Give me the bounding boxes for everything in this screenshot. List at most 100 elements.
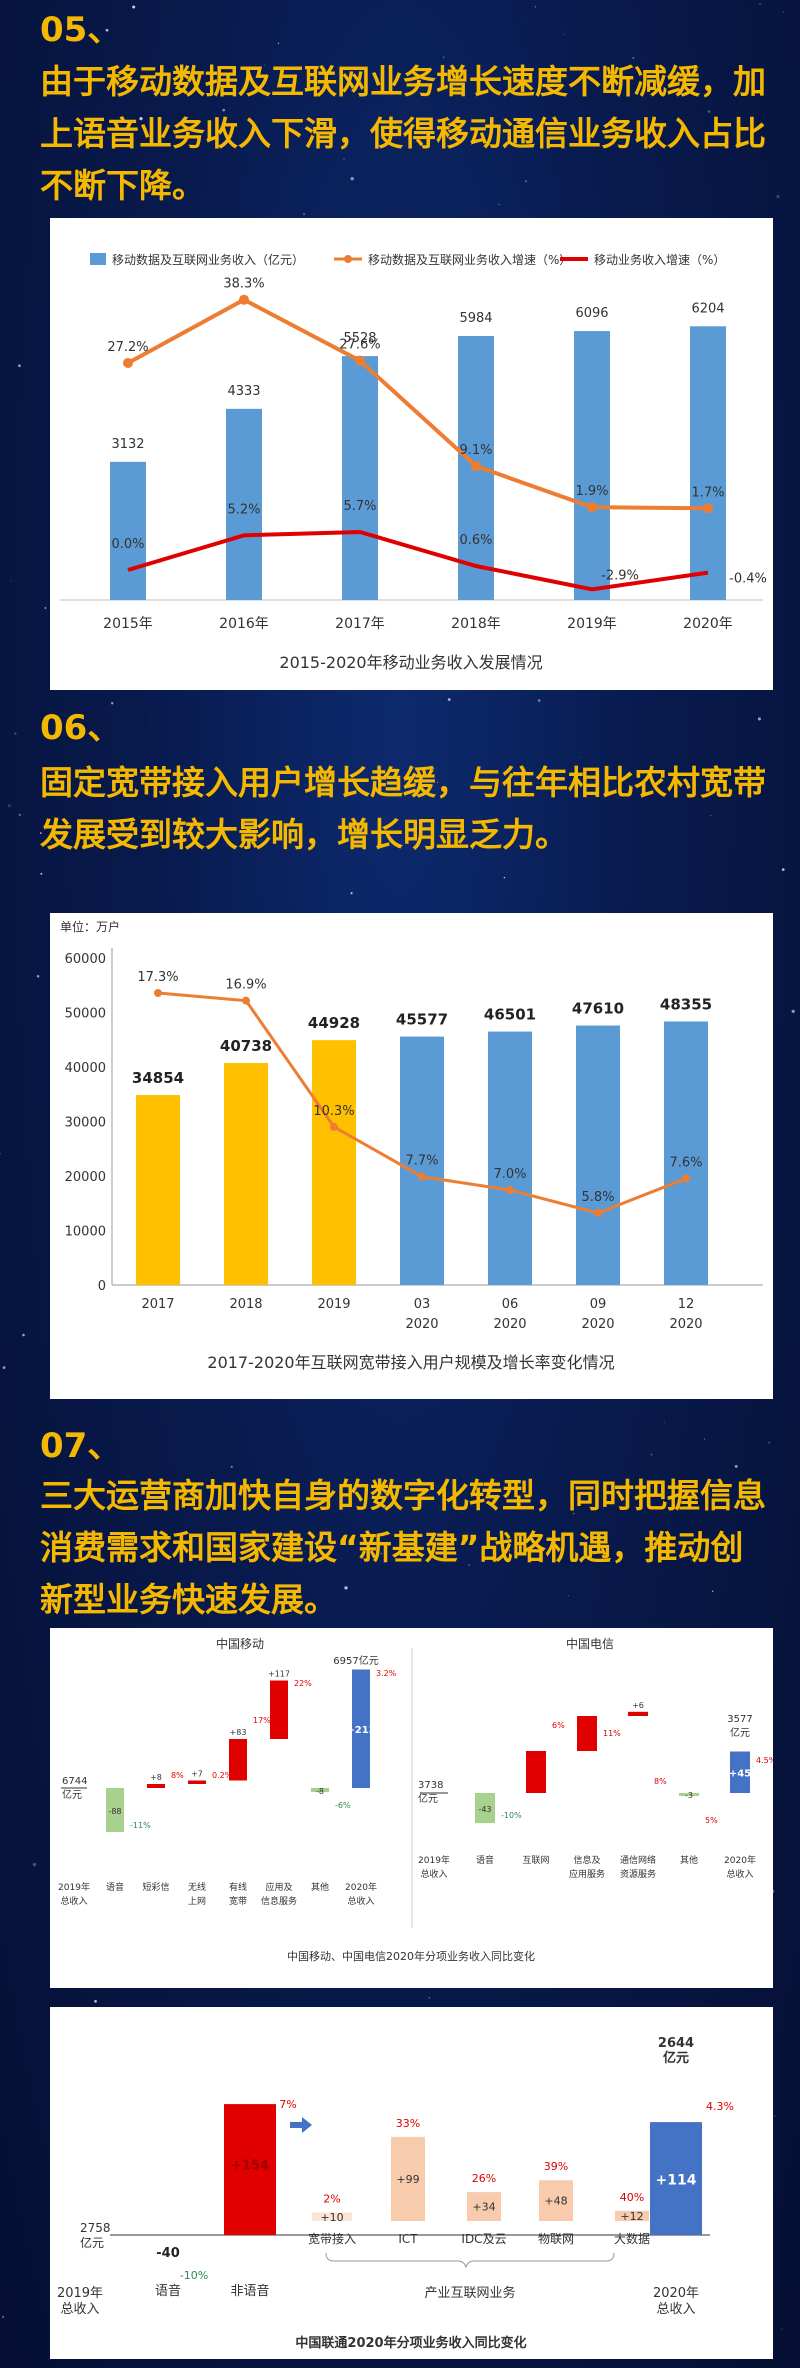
- section-number-05: 05、: [40, 10, 122, 50]
- line-value-label: 5.2%: [227, 502, 260, 517]
- category-label-line2: 总收入: [420, 1868, 447, 1880]
- start-value-label: 6744: [62, 1776, 87, 1787]
- line-value-label: 27.6%: [339, 338, 380, 353]
- star: [632, 57, 635, 60]
- end-unit-label: 亿元: [663, 2050, 689, 2066]
- bar-delta-label: +12: [620, 2210, 643, 2223]
- bar-delta: [147, 1784, 165, 1788]
- star: [572, 1512, 575, 1515]
- chart-title: 2017-2020年互联网宽带接入用户规模及增长率变化情况: [207, 1353, 614, 1372]
- bar: [136, 1095, 180, 1285]
- x-tick-label: 12: [678, 1297, 695, 1312]
- category-label: 宽带接入: [308, 2231, 356, 2246]
- category-label: 有线: [229, 1881, 247, 1893]
- bar-delta-label: -40: [156, 2246, 180, 2261]
- star: [280, 828, 282, 830]
- bar-delta-label: -88: [108, 1807, 121, 1816]
- star: [105, 28, 109, 32]
- star: [343, 158, 345, 160]
- y-tick-label: 0: [98, 1279, 106, 1294]
- chart-panel-unicom-waterfall: 2758 亿元 2644 亿元 -40 -10% +154 7% +10 2% +99 33% +34 2…: [50, 2007, 773, 2359]
- star: [468, 1564, 471, 1567]
- bar-delta: [188, 1780, 206, 1784]
- line-point: [123, 357, 133, 368]
- category-label: IDC及云: [461, 2232, 506, 2246]
- star: [394, 122, 396, 124]
- line-value-label: 0.6%: [459, 533, 492, 548]
- bar-value-label: 4333: [227, 384, 260, 399]
- bar: [576, 1025, 620, 1285]
- section-number-07: 07、: [40, 1426, 122, 1466]
- star: [111, 702, 114, 705]
- x-tick-label: 2020年: [683, 616, 733, 632]
- bar-delta: [679, 1793, 699, 1796]
- star: [734, 1464, 738, 1468]
- category-label: 2020年: [724, 1854, 756, 1866]
- bar-value-label: 3132: [111, 437, 144, 452]
- percent-label: 33%: [396, 2117, 420, 2130]
- star: [1, 2315, 5, 2319]
- star: [525, 180, 527, 183]
- bar-delta-label: +83: [230, 1728, 247, 1737]
- category-label: 无线: [188, 1881, 206, 1893]
- subchart-title: 中国移动: [216, 1636, 264, 1651]
- category-label: 其他: [311, 1881, 329, 1893]
- percent-label: 8%: [171, 1771, 184, 1780]
- star: [134, 88, 136, 90]
- legend-label: 移动数据及互联网业务收入（亿元）: [112, 252, 304, 267]
- star: [50, 841, 52, 843]
- category-label: 语音: [155, 2283, 181, 2299]
- star: [781, 2328, 783, 2330]
- bar-delta: [577, 1716, 597, 1751]
- category-label-line2: 应用服务: [569, 1868, 605, 1880]
- star: [447, 698, 451, 701]
- line-value-label: 38.3%: [223, 277, 264, 292]
- line-value-label: 1.9%: [575, 484, 608, 499]
- percent-label: 2%: [323, 2193, 340, 2206]
- star: [264, 64, 265, 66]
- x-tick-label-year: 2020: [669, 1317, 702, 1332]
- section-text-07: 三大运营商加快自身的数字化转型，同时把握信息消费需求和国家建设“新基建”战略机遇…: [40, 1476, 766, 1619]
- category-label-line2: 信息服务: [261, 1895, 297, 1907]
- star: [579, 757, 581, 758]
- y-tick-label: 60000: [65, 952, 106, 967]
- percent-label: -10%: [501, 1811, 522, 1820]
- star: [2, 1366, 6, 1369]
- star: [40, 872, 43, 875]
- star: [523, 17, 524, 19]
- percent-label: 0.2%: [212, 1771, 233, 1780]
- chart-title: 中国联通2020年分项业务收入同比变化: [295, 2335, 526, 2351]
- chart-unicom-waterfall: 2758亿元2644亿元-40-10%+1547%+102%+9933%+342…: [57, 2036, 734, 2351]
- category-label: 短彩信: [142, 1881, 169, 1893]
- bar: [664, 1021, 708, 1285]
- star: [350, 892, 353, 895]
- star: [220, 834, 222, 836]
- star: [442, 56, 445, 58]
- star: [132, 5, 136, 9]
- category-label-line2: 宽带: [229, 1895, 247, 1907]
- x-tick-label: 09: [590, 1297, 607, 1312]
- star: [344, 1586, 348, 1590]
- star: [36, 974, 40, 978]
- start-unit-label: 亿元: [62, 1788, 82, 1801]
- star: [509, 1550, 511, 1552]
- percent-label: -10%: [180, 2269, 208, 2282]
- chart-title: 中国移动、中国电信2020年分项业务收入同比变化: [287, 1949, 535, 1963]
- percent-label: 8%: [654, 1777, 667, 1786]
- percent-label: 5%: [705, 1816, 718, 1825]
- bar-delta: [391, 2136, 425, 2221]
- line-point: [594, 1209, 602, 1217]
- category-label: 大数据: [614, 2231, 650, 2246]
- percent-label: -11%: [130, 1821, 151, 1830]
- star: [563, 34, 565, 36]
- category-label-line2: 总收入: [347, 1895, 374, 1907]
- star: [776, 195, 780, 198]
- section-number-06: 06、: [40, 708, 122, 748]
- x-tick-label-year: 2020: [581, 1317, 614, 1332]
- bar-value-label: 45577: [396, 1011, 448, 1029]
- bar: [690, 326, 726, 600]
- percent-label: 39%: [544, 2160, 568, 2173]
- bar-delta-label: -8: [316, 1787, 324, 1796]
- series-line-data-growth: [127, 297, 709, 511]
